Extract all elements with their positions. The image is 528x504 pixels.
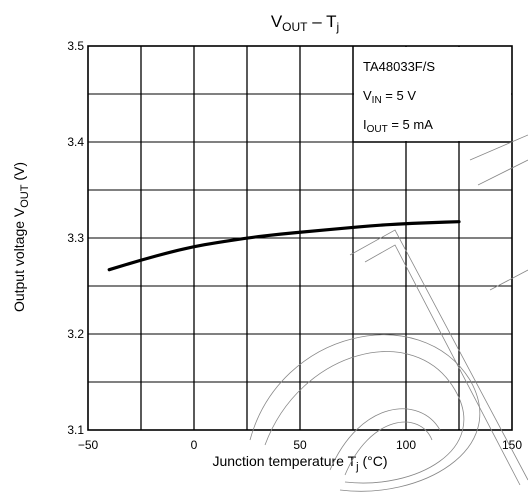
annotation-iout-rest: = 5 mA <box>388 117 433 132</box>
y-axis-label: Output voltage VOUT (V) <box>11 162 31 312</box>
x-axis-label-sub: j <box>355 461 358 473</box>
y-tick-label: 3.1 <box>67 423 84 437</box>
watermark <box>249 134 528 492</box>
annotation-vin-rest: = 5 V <box>382 88 417 103</box>
annotation-box: TA48033F/S VIN = 5 V IOUT = 5 mA <box>354 47 511 141</box>
annotation-iout-main: I <box>363 117 367 132</box>
annotation-vin-main: V <box>363 88 372 103</box>
y-tick-labels: 3.1 3.2 3.3 3.4 3.5 <box>67 39 84 437</box>
series-line <box>107 220 461 272</box>
annotation-vin: VIN = 5 V <box>363 88 416 106</box>
annotation-iout: IOUT = 5 mA <box>363 117 433 135</box>
y-tick-label: 3.2 <box>67 327 84 341</box>
annotation-background <box>354 47 511 141</box>
y-axis-label-text: Output voltage V <box>11 207 27 312</box>
chart-title: VOUT – Tj <box>271 12 339 34</box>
x-tick-label: 0 <box>191 438 198 452</box>
plot-frame <box>87 45 513 431</box>
y-tick-label: 3.3 <box>67 231 84 245</box>
y-axis-label-unit: (V) <box>11 162 27 185</box>
x-axis-label: Junction temperature Tj (°C) <box>212 453 387 473</box>
annotation-vin-sub: IN <box>372 95 382 106</box>
chart-title-main: V <box>271 12 283 31</box>
y-tick-label: 3.5 <box>67 39 84 53</box>
chart-title-sub2: j <box>336 20 340 34</box>
x-axis-label-unit: (°C) <box>359 453 388 469</box>
y-tick-label: 3.4 <box>67 135 84 149</box>
annotation-iout-sub: OUT <box>367 124 388 135</box>
annotation-model: TA48033F/S <box>363 59 435 74</box>
y-axis-label-sub: OUT <box>19 184 31 208</box>
x-tick-label: 50 <box>293 438 307 452</box>
x-tick-label: 100 <box>396 438 416 452</box>
x-tick-label: −50 <box>78 438 99 452</box>
chart-title-sep: – T <box>308 12 337 31</box>
chart-title-sub: OUT <box>282 20 308 34</box>
x-axis-label-text: Junction temperature T <box>212 453 356 469</box>
